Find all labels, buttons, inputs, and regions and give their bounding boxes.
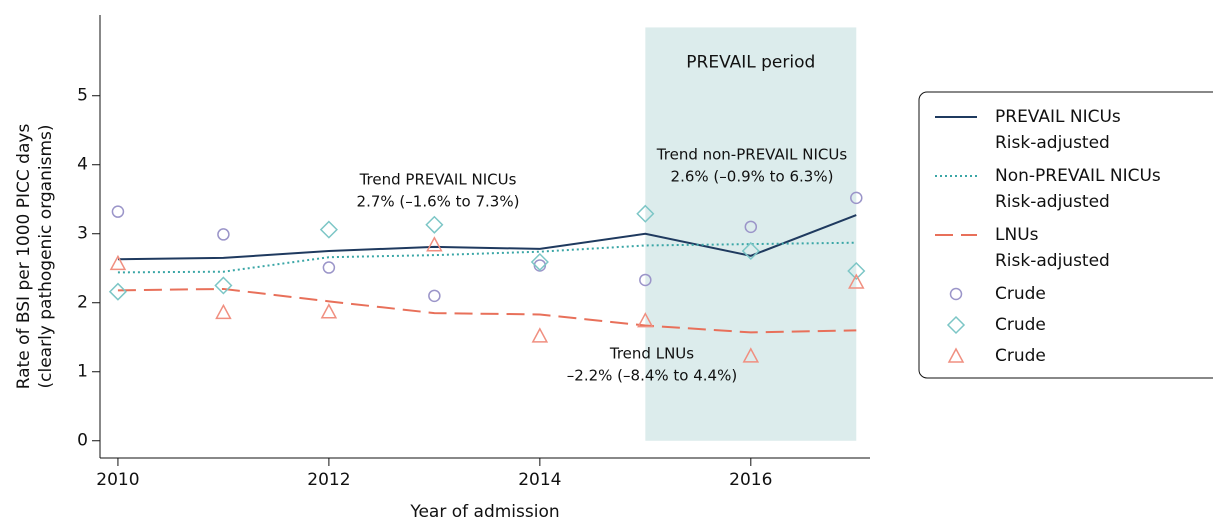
marker-triangle <box>215 303 232 320</box>
marker-circle <box>111 205 125 218</box>
x-tick-label: 2012 <box>307 470 350 490</box>
annotation: Trend LNUs <box>609 345 694 363</box>
legend-label: Non-PREVAIL NICUs <box>995 166 1161 186</box>
series-line <box>117 241 857 274</box>
x-axis-label: Year of admission <box>409 502 559 522</box>
legend-label: PREVAIL NICUs <box>995 107 1121 127</box>
annotation: 2.7% (–1.6% to 7.3%) <box>357 193 520 211</box>
legend-label: Crude <box>995 315 1046 335</box>
marker-circle <box>639 273 652 287</box>
marker-diamond <box>214 276 233 295</box>
y-tick-label: 1 <box>77 362 88 382</box>
legend-marker <box>946 315 966 335</box>
legend-box <box>918 91 1213 379</box>
x-tick-label: 2010 <box>96 470 139 490</box>
y-tick-label: 0 <box>77 431 88 451</box>
legend-label: LNUs <box>995 225 1039 245</box>
y-tick-label: 5 <box>77 86 88 106</box>
period-label: PREVAIL period <box>686 52 815 72</box>
legend-sublabel: Risk-adjusted <box>995 133 1110 153</box>
marker-diamond <box>425 215 444 234</box>
legend: PREVAIL NICUs Risk-adjusted Non-PREVAIL NI… <box>918 91 1213 379</box>
series-line <box>117 287 857 334</box>
y-tick-label: 4 <box>77 155 88 175</box>
y-axis-label: (clearly pathogenic organisms) <box>36 124 56 388</box>
legend-sublabel: Risk-adjusted <box>995 192 1110 212</box>
marker-triangle <box>742 347 760 363</box>
y-axis-label: Rate of BSI per 1000 PICC days <box>14 124 34 390</box>
marker-diamond <box>636 204 655 223</box>
marker-triangle <box>637 312 654 328</box>
marker-diamond <box>108 282 127 301</box>
legend-label: Crude <box>995 346 1046 366</box>
annotation: 2.6% (–0.9% to 6.3%) <box>671 168 834 186</box>
x-tick-label: 2014 <box>518 470 561 490</box>
marker-diamond <box>530 252 549 272</box>
annotation: –2.2% (–8.4% to 4.4%) <box>567 367 737 385</box>
marker-circle <box>428 289 441 303</box>
marker-circle <box>744 220 758 234</box>
marker-triangle <box>109 254 127 271</box>
marker-circle <box>322 261 336 274</box>
y-tick-label: 2 <box>77 293 88 313</box>
marker-diamond <box>741 241 760 261</box>
series-line <box>117 214 857 261</box>
shaded-period <box>645 27 857 441</box>
legend-marker <box>949 287 963 301</box>
marker-triangle <box>320 303 338 319</box>
x-tick-label: 2016 <box>729 470 772 490</box>
marker-circle <box>217 228 230 241</box>
annotation: Trend PREVAIL NICUs <box>359 171 517 189</box>
marker-triangle <box>426 236 443 252</box>
legend-marker <box>947 347 965 363</box>
marker-triangle <box>531 327 549 343</box>
annotation: Trend non-PREVAIL NICUs <box>656 146 848 164</box>
marker-diamond <box>847 261 866 281</box>
legend-label: Crude <box>995 284 1046 304</box>
marker-triangle <box>848 273 865 289</box>
marker-circle <box>850 191 863 205</box>
y-tick-label: 3 <box>77 224 88 244</box>
legend-sublabel: Risk-adjusted <box>995 251 1110 271</box>
marker-diamond <box>319 220 338 239</box>
